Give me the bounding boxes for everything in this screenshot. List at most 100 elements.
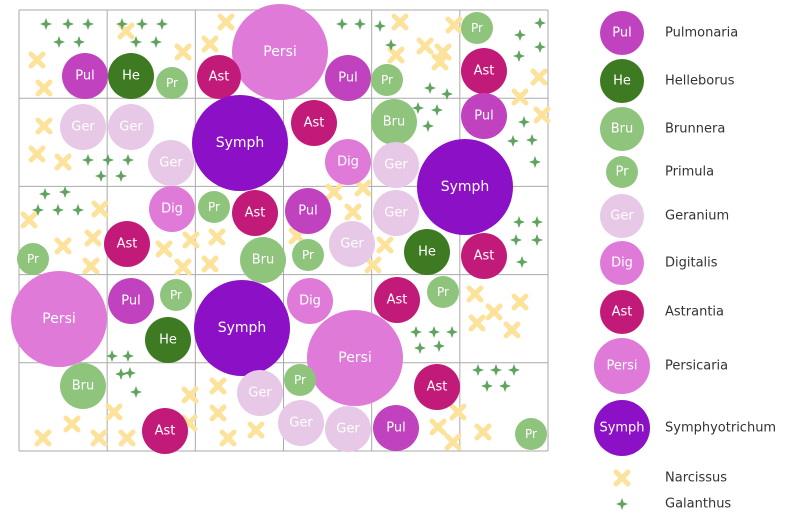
plant-label: Pr: [381, 73, 393, 87]
plant-circle: [373, 190, 419, 236]
plant-circle: [148, 140, 194, 186]
galanthus-marker: [424, 82, 436, 94]
galanthus-marker: [62, 18, 74, 30]
plant-circle: [60, 104, 106, 150]
plant-label: Pr: [170, 288, 182, 302]
plant-circle: [104, 221, 150, 267]
plant-circle: [240, 237, 286, 283]
plant-circle: [427, 276, 459, 308]
narcissus-marker: [511, 88, 529, 106]
galanthus-marker: [95, 170, 107, 182]
plant-astrantia: Ast: [142, 408, 188, 454]
plant-astrantia: Ast: [232, 190, 278, 236]
narcissus-marker: [325, 183, 343, 201]
narcissus-marker: [20, 211, 38, 229]
legend-code: Ast: [612, 305, 633, 320]
galanthus-marker: [526, 134, 538, 146]
plant-circle: [371, 99, 417, 145]
legend-label: Brunnera: [665, 122, 725, 137]
narcissus-marker: [155, 240, 173, 258]
narcissus-marker: [613, 469, 631, 487]
legend-code: Persi: [606, 359, 637, 374]
plant-circle: [17, 243, 49, 275]
narcissus-marker: [118, 429, 136, 447]
galanthus-marker: [385, 39, 397, 51]
plant-symphyotrichum: Symph: [194, 280, 290, 376]
narcissus-marker: [344, 203, 362, 221]
plant-astrantia: Ast: [461, 233, 507, 279]
narcissus-marker: [208, 228, 226, 246]
galanthus-marker: [510, 234, 522, 246]
plant-label: Ger: [384, 158, 408, 173]
legend-swatch: [594, 338, 650, 394]
plant-circle: [108, 104, 154, 150]
narcissus-marker: [174, 43, 192, 61]
legend-label: Helleborus: [665, 74, 735, 89]
plant-circle: [515, 418, 547, 450]
plant-label: He: [122, 69, 140, 84]
plant-brunnera: Bru: [60, 363, 106, 409]
galanthus-marker: [507, 135, 519, 147]
plant-label: Pr: [471, 21, 483, 35]
plant-brunnera: Bru: [371, 99, 417, 145]
plant-label: Pr: [302, 248, 314, 262]
plant-label: Ger: [340, 237, 364, 252]
plant-label: He: [159, 333, 177, 348]
galanthus-marker: [130, 36, 142, 48]
plant-label: Ast: [117, 237, 138, 252]
plant-geranium: Ger: [373, 190, 419, 236]
galanthus-marker: [616, 498, 628, 510]
plant-circle: [285, 188, 331, 234]
galanthus-marker: [72, 204, 84, 216]
plant-label: Pr: [208, 200, 220, 214]
legend-code: Bru: [611, 122, 634, 137]
galanthus-marker: [122, 154, 134, 166]
plant-label: Symph: [218, 320, 267, 336]
legend-code: Pr: [616, 165, 630, 180]
plant-primula: Pr: [427, 276, 459, 308]
plant-helleborus: He: [404, 229, 450, 275]
narcissus-marker: [376, 236, 394, 254]
narcissus-marker: [34, 429, 52, 447]
plant-circle: [329, 221, 375, 267]
plant-brunnera: Bru: [240, 237, 286, 283]
plant-primula: Pr: [292, 239, 324, 271]
legend-label: Persicaria: [665, 359, 728, 374]
plant-circle: [278, 400, 324, 446]
narcissus-marker: [63, 415, 81, 433]
galanthus-marker: [499, 380, 511, 392]
plant-label: Bru: [252, 253, 275, 268]
galanthus-marker: [446, 326, 458, 338]
plant-helleborus: He: [108, 53, 154, 99]
legend-item-geranium: Ger Geranium: [600, 194, 729, 238]
galanthus-marker: [481, 380, 493, 392]
plant-circle: [108, 278, 154, 324]
galanthus-marker: [441, 88, 453, 100]
galanthus-marker: [531, 216, 543, 228]
narcissus-marker: [468, 314, 486, 332]
plant-circle: [60, 363, 106, 409]
galanthus-marker: [53, 36, 65, 48]
plant-circle: [374, 277, 420, 323]
galanthus-marker: [374, 20, 386, 32]
galanthus-marker: [354, 18, 366, 30]
galanthus-marker: [102, 154, 114, 166]
legend-code: Dig: [611, 256, 633, 271]
galanthus-marker: [115, 170, 127, 182]
legend-item-astrantia: Ast Astrantia: [600, 290, 724, 334]
narcissus-marker: [416, 37, 434, 55]
galanthus-marker: [431, 104, 443, 116]
plant-label: Bru: [72, 379, 95, 394]
plant-astrantia: Ast: [374, 277, 420, 323]
legend-swatch: [600, 59, 644, 103]
galanthus-marker: [52, 204, 64, 216]
legend-label: Narcissus: [665, 471, 727, 486]
narcissus-marker: [54, 153, 72, 171]
plant-label: Ast: [209, 70, 230, 85]
plant-circle: [292, 239, 324, 271]
narcissus-marker: [391, 13, 409, 31]
plant-geranium: Ger: [148, 140, 194, 186]
legend-item-brunnera: Bru Brunnera: [600, 107, 725, 151]
legend-code: Ger: [610, 209, 634, 224]
legend-item-helleborus: He Helleborus: [600, 59, 735, 103]
